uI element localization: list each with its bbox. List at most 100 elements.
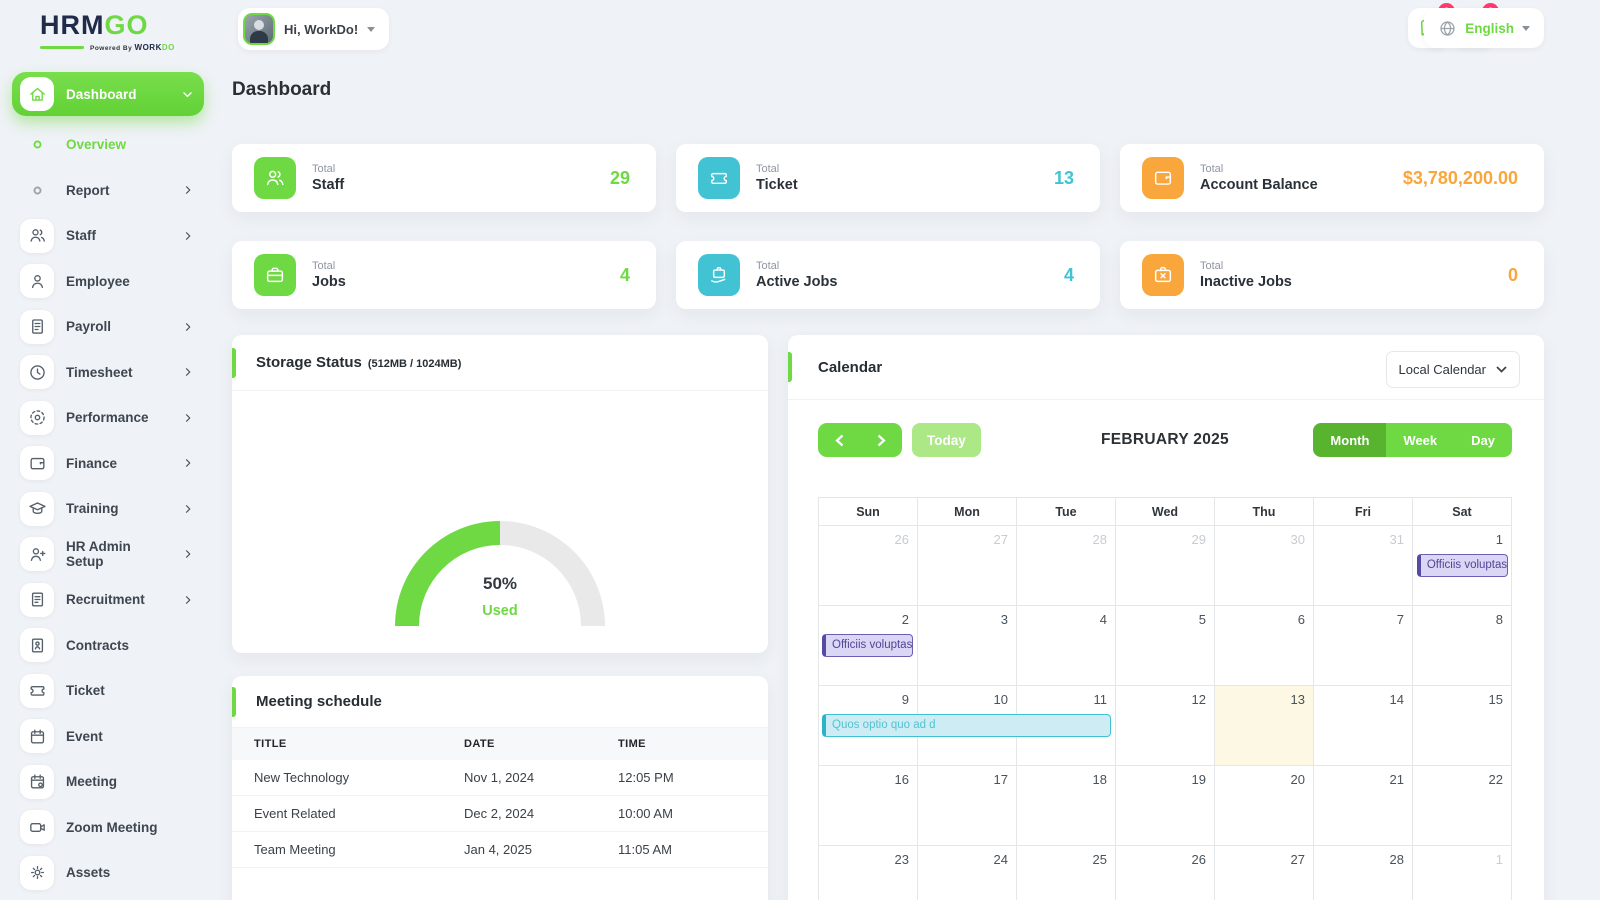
sidebar-item-staff[interactable]: Staff xyxy=(12,213,204,259)
calendar-day[interactable]: 17 xyxy=(918,766,1017,846)
sidebar-item-payroll[interactable]: Payroll xyxy=(12,304,204,350)
users-icon xyxy=(254,157,296,199)
sidebar-item-employee[interactable]: Employee xyxy=(12,259,204,305)
calendar-view-switcher: Month Week Day xyxy=(1313,423,1512,457)
day-number: 30 xyxy=(1290,532,1305,547)
sidebar-item-dashboard[interactable]: Dashboard xyxy=(12,72,204,116)
calendar-day[interactable]: 11 xyxy=(1017,686,1116,766)
calendar-day[interactable]: 23 xyxy=(819,846,918,900)
calendar-day[interactable]: 24 xyxy=(918,846,1017,900)
calendar-week-row: 26 27 28 29 30 31 1 Officiis voluptas c xyxy=(819,526,1512,606)
calendar-view-week-button[interactable]: Week xyxy=(1386,423,1455,457)
sidebar-item-contracts[interactable]: Contracts xyxy=(12,623,204,669)
sidebar-item-training[interactable]: Training xyxy=(12,486,204,532)
calendar-next-button[interactable] xyxy=(860,423,902,457)
sidebar-item-timesheet[interactable]: Timesheet xyxy=(12,350,204,396)
calendar-day[interactable]: 14 xyxy=(1314,686,1413,766)
calendar-view-month-button[interactable]: Month xyxy=(1313,423,1387,457)
calendar-today-button[interactable]: Today xyxy=(912,423,981,457)
chevron-right-icon xyxy=(182,366,194,378)
sidebar-item-event[interactable]: Event xyxy=(12,714,204,760)
calendar-gear-icon xyxy=(20,764,54,799)
calendar-day[interactable]: 4 xyxy=(1017,606,1116,686)
calendar-week-row: 2 3 4 5 6 7 8 Officiis voluptas c xyxy=(819,606,1512,686)
day-number: 13 xyxy=(1290,692,1305,707)
sidebar-item-ticket[interactable]: Ticket xyxy=(12,668,204,714)
chevron-right-icon xyxy=(182,594,194,606)
chevron-down-icon xyxy=(181,88,194,101)
sidebar-item-performance[interactable]: Performance xyxy=(12,395,204,441)
calendar-day[interactable]: 7 xyxy=(1314,606,1413,686)
storage-status-card: Storage Status (512MB / 1024MB) 50% Used xyxy=(232,335,768,653)
calendar-day[interactable]: 27 xyxy=(1215,846,1314,900)
calendar-day[interactable]: 22 xyxy=(1413,766,1512,846)
calendar-day[interactable]: 28 xyxy=(1017,526,1116,606)
clock-icon xyxy=(20,355,54,390)
sidebar-item-meeting[interactable]: Meeting xyxy=(12,759,204,805)
app-logo[interactable]: HRMGO Powered By WORKDO xyxy=(40,12,200,52)
storage-percent: 50% xyxy=(482,574,518,593)
calendar-day[interactable]: 1 xyxy=(1413,846,1512,900)
sidebar-item-zoom-meeting[interactable]: Zoom Meeting xyxy=(12,805,204,851)
user-menu[interactable]: Hi, WorkDo! xyxy=(238,8,390,50)
day-number: 1 xyxy=(1495,852,1503,867)
calendar-icon xyxy=(30,729,44,744)
calendar-day[interactable]: 31 xyxy=(1314,526,1413,606)
storage-used-label: Used xyxy=(482,603,518,619)
briefcase-x-icon xyxy=(1154,266,1172,283)
calendar-day-today[interactable]: 13 xyxy=(1215,686,1314,766)
calendar-view-day-button[interactable]: Day xyxy=(1454,423,1512,457)
calendar-day[interactable]: 27 xyxy=(918,526,1017,606)
accent-bar xyxy=(232,348,236,378)
calendar-day-headers: Sun Mon Tue Wed Thu Fri Sat xyxy=(819,498,1512,526)
calendar-day[interactable]: 15 xyxy=(1413,686,1512,766)
calendar-event[interactable]: Officiis voluptas c xyxy=(822,634,914,657)
sidebar-item-recruitment[interactable]: Recruitment xyxy=(12,577,204,623)
calendar-source-select[interactable]: Local Calendar xyxy=(1385,351,1520,388)
ticket-icon xyxy=(29,686,45,697)
calendar-card: Calendar Local Calendar Today FEBRUARY 2… xyxy=(788,335,1544,900)
sidebar-item-hr-admin-setup[interactable]: HR Admin Setup xyxy=(12,532,204,578)
sidebar-item-label: Finance xyxy=(66,455,118,471)
page-title: Dashboard xyxy=(232,79,332,100)
calendar-day[interactable]: 30 xyxy=(1215,526,1314,606)
ticket-icon xyxy=(710,172,728,185)
calendar-day[interactable]: 16 xyxy=(819,766,918,846)
calendar-day[interactable]: 6 xyxy=(1215,606,1314,686)
calendar-day[interactable]: 26 xyxy=(1116,846,1215,900)
calendar-event[interactable]: Officiis voluptas c xyxy=(1416,554,1508,577)
gear-icon xyxy=(20,855,54,890)
users-icon xyxy=(20,218,54,253)
sidebar-item-report[interactable]: Report xyxy=(12,168,204,214)
sidebar-item-assets[interactable]: Assets xyxy=(12,850,204,896)
calendar-day[interactable]: 8 xyxy=(1413,606,1512,686)
meeting-schedule-card: Meeting schedule TITLE DATE TIME New Techn… xyxy=(232,676,768,900)
calendar-source-value: Local Calendar xyxy=(1398,362,1486,377)
day-number: 15 xyxy=(1488,692,1503,707)
calendar-day[interactable]: 29 xyxy=(1116,526,1215,606)
calendar-day[interactable]: 18 xyxy=(1017,766,1116,846)
calendar-day[interactable]: 21 xyxy=(1314,766,1413,846)
sidebar-item-overview[interactable]: Overview xyxy=(12,122,204,168)
calendar-day[interactable]: 20 xyxy=(1215,766,1314,846)
stat-labels: Total Active Jobs xyxy=(756,260,837,290)
calendar-event[interactable]: Quos optio quo ad d xyxy=(822,714,1112,737)
calendar-day[interactable]: 28 xyxy=(1314,846,1413,900)
calendar-gear-icon xyxy=(30,774,44,789)
day-number: 29 xyxy=(1191,532,1206,547)
calendar-day[interactable]: 19 xyxy=(1116,766,1215,846)
calendar-day[interactable]: 26 xyxy=(819,526,918,606)
graduation-cap-icon xyxy=(20,491,54,526)
language-selector[interactable]: English xyxy=(1424,8,1544,48)
calendar-day[interactable]: 25 xyxy=(1017,846,1116,900)
day-number: 7 xyxy=(1396,612,1404,627)
calendar-day[interactable]: 5 xyxy=(1116,606,1215,686)
calendar-day[interactable]: 12 xyxy=(1116,686,1215,766)
ticket-icon xyxy=(698,157,740,199)
sidebar-item-finance[interactable]: Finance xyxy=(12,441,204,487)
calendar-day[interactable]: 1 xyxy=(1413,526,1512,606)
calendar-day[interactable]: 2 xyxy=(819,606,918,686)
calendar-prev-button[interactable] xyxy=(818,423,860,457)
chevron-down-icon xyxy=(367,26,376,32)
calendar-day[interactable]: 3 xyxy=(918,606,1017,686)
